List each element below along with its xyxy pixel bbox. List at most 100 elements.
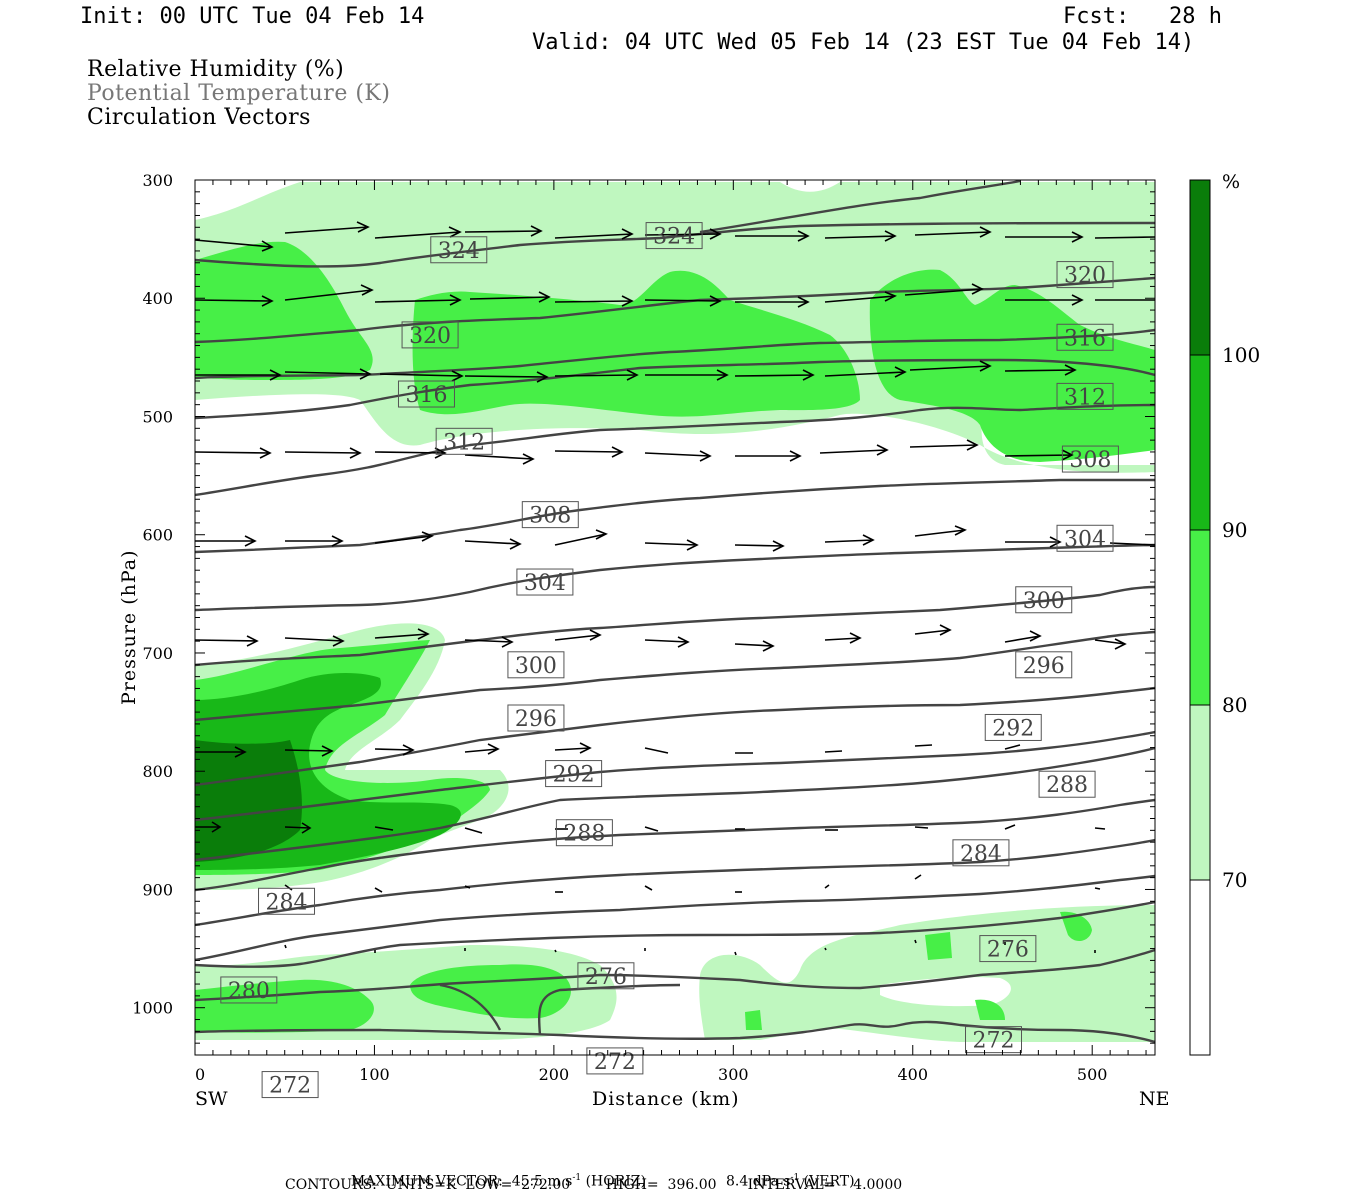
isentrope-label: 308 bbox=[1061, 445, 1119, 473]
theta-line-300 bbox=[195, 543, 1155, 612]
theta-line-272 bbox=[195, 838, 1155, 927]
circulation-vectors bbox=[194, 221, 1156, 956]
theta-line-288 bbox=[195, 686, 1155, 787]
contours-note: CONTOURS: UNITS=K LOW= 272.00 HIGH= 396.… bbox=[285, 1177, 903, 1193]
y-tick-label: 500 bbox=[142, 407, 173, 426]
legend-rh: Relative Humidity (%) bbox=[87, 57, 345, 82]
x-left-label: SW bbox=[195, 1088, 228, 1110]
isentrope-label-text: 296 bbox=[1023, 654, 1065, 679]
y-tick-label: 700 bbox=[142, 644, 173, 663]
isentrope-label: 296 bbox=[1015, 651, 1073, 679]
rh100-region-lower-left bbox=[195, 740, 302, 862]
theta-line-328 bbox=[699, 180, 1021, 234]
isentrope-label: 276 bbox=[979, 935, 1037, 963]
max-vector-horiz-tag: (HORIZ) bbox=[585, 1173, 646, 1190]
forecast-hour: Fcst: 28 h bbox=[1063, 4, 1222, 29]
isentrope-label: 296 bbox=[507, 704, 565, 732]
theta-line-308 bbox=[195, 403, 1155, 497]
y-tick-label: 400 bbox=[142, 289, 173, 308]
rh80-region-bottom-mid bbox=[410, 964, 571, 1019]
max-vector-horiz-exponent: -1 bbox=[572, 1173, 582, 1183]
isentrope-label-text: 284 bbox=[266, 890, 308, 915]
isentrope-label-text: 272 bbox=[973, 1029, 1015, 1054]
rh-shading bbox=[195, 180, 1155, 1055]
isentrope-label-text: 288 bbox=[563, 822, 605, 847]
theta-line-296 bbox=[195, 585, 1155, 667]
max-vector-vert-value: 8.4 dPa s bbox=[725, 1173, 791, 1190]
max-vector-note: MAXIMUM VECTOR: 45.5 m s-1 (HORIZ) 8.4 dP… bbox=[342, 1157, 855, 1190]
isentrope-label-text: 300 bbox=[1023, 589, 1065, 614]
isentrope-label-text: 324 bbox=[438, 239, 480, 264]
isentrope-label: 300 bbox=[1015, 586, 1073, 614]
x-axis-title: Distance (km) bbox=[592, 1088, 740, 1110]
isentrope-label-text: 272 bbox=[594, 1050, 636, 1075]
isentrope-label: 288 bbox=[1038, 770, 1096, 798]
legend-theta: Potential Temperature (K) bbox=[87, 81, 391, 106]
isentrope-label: 292 bbox=[545, 760, 603, 788]
colorbar-label-100: 100 bbox=[1222, 343, 1260, 367]
max-vector-horiz-value: MAXIMUM VECTOR: 45.5 m s bbox=[350, 1173, 573, 1190]
x-tick-label: 100 bbox=[359, 1065, 390, 1084]
y-tick-label: 300 bbox=[142, 171, 173, 190]
rh80-region-upper-left bbox=[195, 241, 373, 380]
x-tick-label: 400 bbox=[897, 1065, 928, 1084]
isentrope-label: 272 bbox=[586, 1047, 644, 1075]
x-right-label: NE bbox=[1139, 1088, 1170, 1110]
isentrope-label-text: 324 bbox=[653, 225, 695, 250]
theta-line-312 bbox=[195, 358, 1155, 420]
isentrope-label-text: 312 bbox=[1064, 385, 1106, 410]
isentrope-label: 284 bbox=[952, 839, 1010, 867]
isentrope-label-text: 292 bbox=[992, 716, 1034, 741]
isentrope-label-text: 316 bbox=[1064, 326, 1106, 351]
theta-line-276 bbox=[195, 798, 1155, 892]
y-tick-label: 600 bbox=[142, 526, 173, 545]
isentrope-label-text: 304 bbox=[1064, 527, 1106, 552]
colorbar: % 100 90 80 70 bbox=[1189, 171, 1260, 1056]
x-tick-label: 0 bbox=[195, 1065, 205, 1084]
isentrope-label-text: 312 bbox=[443, 430, 485, 455]
isentrope-label-text: 276 bbox=[987, 938, 1029, 963]
isentrope-label-text: 308 bbox=[529, 504, 571, 529]
x-tick-label: 500 bbox=[1077, 1065, 1108, 1084]
isentrope-label-text: 272 bbox=[269, 1074, 311, 1099]
theta-line-284 bbox=[195, 730, 1155, 822]
isentrope-label-text: 304 bbox=[524, 571, 566, 596]
isentrope-label: 300 bbox=[507, 651, 565, 679]
isentrope-label-text: 316 bbox=[405, 383, 447, 408]
isentrope-label-text: 320 bbox=[409, 324, 451, 349]
y-tick-label: 1000 bbox=[132, 999, 173, 1018]
isentrope-label: 272 bbox=[261, 1071, 319, 1099]
isentrope-label: 304 bbox=[1056, 524, 1114, 552]
isentrope-label: 312 bbox=[435, 427, 493, 455]
max-vector-vert-exponent: -1 bbox=[790, 1173, 800, 1183]
isentrope-label: 316 bbox=[1056, 323, 1114, 351]
y-tick-label: 800 bbox=[142, 762, 173, 781]
isentrope-label: 284 bbox=[258, 887, 316, 915]
isentrope-label: 316 bbox=[397, 380, 455, 408]
isentrope-label: 312 bbox=[1056, 382, 1114, 410]
rh70-region-bottom-mid bbox=[699, 905, 1155, 1042]
init-time: Init: 00 UTC Tue 04 Feb 14 bbox=[80, 4, 425, 29]
colorbar-label-90: 90 bbox=[1222, 518, 1247, 542]
isentrope-label: 320 bbox=[1056, 261, 1114, 289]
isentrope-label: 288 bbox=[555, 819, 613, 847]
max-vector-vert-tag: (VERT) bbox=[803, 1173, 855, 1190]
theta-line-304 bbox=[195, 478, 1155, 554]
colorbar-label-80: 80 bbox=[1222, 693, 1247, 717]
valid-time: Valid: 04 UTC Wed 05 Feb 14 (23 EST Tue … bbox=[532, 30, 1195, 55]
x-tick-label: 300 bbox=[718, 1065, 749, 1084]
cross-section-chart: 324 324 320 320 316 316 312 312 308 308 304 304 300 3… bbox=[118, 171, 1260, 1110]
y-tick-label: 900 bbox=[142, 880, 173, 899]
theta-line-316 bbox=[195, 328, 1155, 380]
isentrope-label: 308 bbox=[521, 501, 579, 529]
isentrope-label: 304 bbox=[516, 568, 574, 596]
isentrope-label: 280 bbox=[220, 976, 278, 1004]
isentrope-label-text: 308 bbox=[1069, 448, 1111, 473]
isentrope-label: 276 bbox=[577, 962, 635, 990]
axes: 0 100 200 300 400 500 300 400 500 600 700 800 900 100… bbox=[132, 171, 1155, 1084]
theta-line-324 bbox=[195, 221, 1155, 268]
rh80-region-upper-right bbox=[869, 269, 1155, 462]
isentrope-label-text: 288 bbox=[1046, 773, 1088, 798]
isentrope-label-text: 276 bbox=[585, 965, 627, 990]
isentrope-label: 272 bbox=[965, 1026, 1023, 1054]
